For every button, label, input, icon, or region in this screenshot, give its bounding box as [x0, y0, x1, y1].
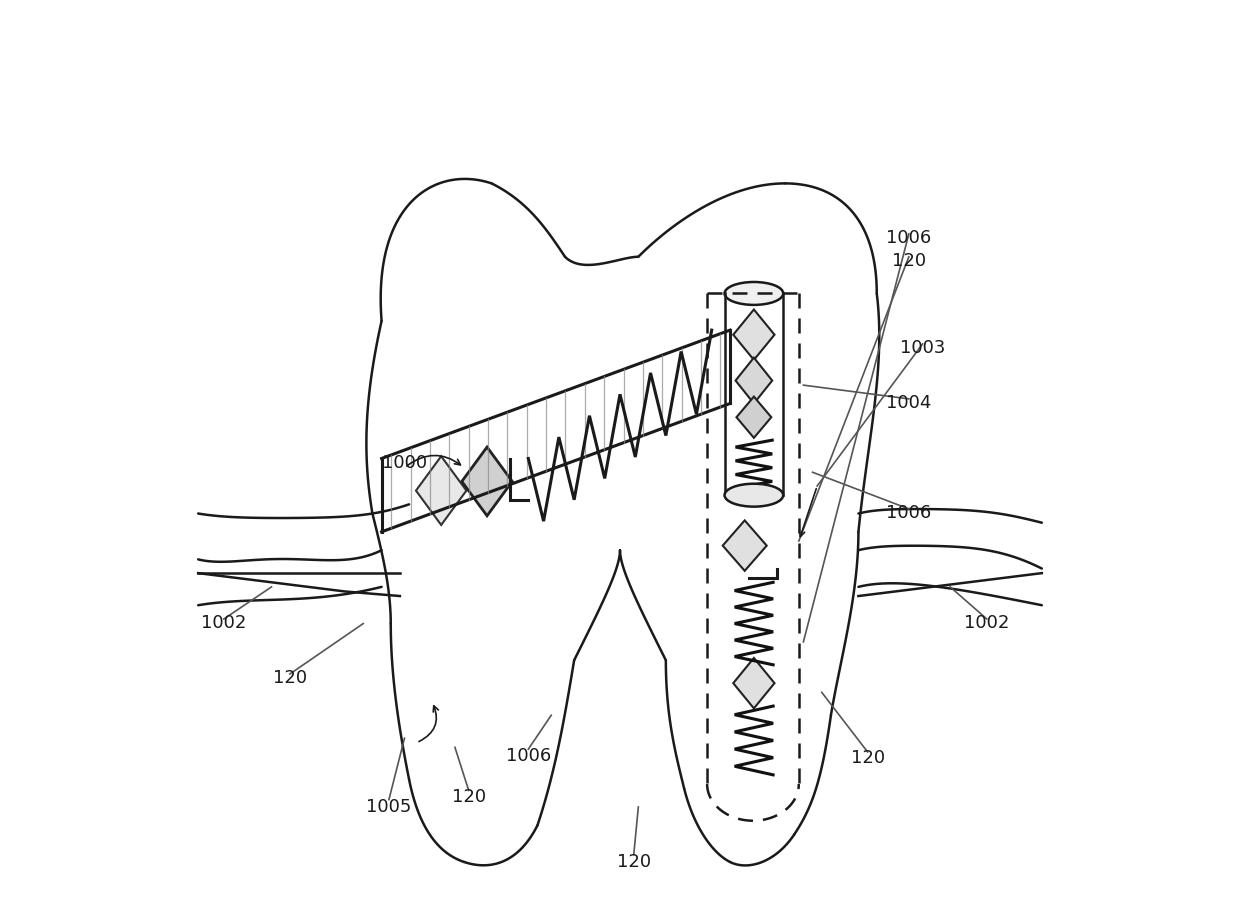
Text: 1000: 1000 — [382, 454, 427, 471]
Text: 120: 120 — [273, 669, 308, 687]
Text: 1006: 1006 — [506, 747, 551, 765]
Polygon shape — [733, 310, 775, 359]
Text: 1002: 1002 — [965, 614, 1009, 632]
Text: 120: 120 — [451, 789, 486, 806]
Text: 1003: 1003 — [900, 339, 945, 357]
Text: 1002: 1002 — [201, 614, 247, 632]
Polygon shape — [733, 658, 775, 708]
Text: 120: 120 — [616, 853, 651, 870]
Text: 1006: 1006 — [887, 504, 931, 522]
Text: 1005: 1005 — [366, 798, 412, 815]
Polygon shape — [461, 447, 512, 515]
Polygon shape — [737, 397, 771, 438]
Ellipse shape — [724, 282, 784, 304]
Ellipse shape — [724, 484, 784, 506]
Text: 120: 120 — [851, 749, 884, 767]
Text: 1004: 1004 — [887, 394, 931, 412]
Polygon shape — [735, 358, 773, 403]
Polygon shape — [415, 456, 466, 525]
Text: 1006: 1006 — [887, 229, 931, 247]
Text: 120: 120 — [892, 252, 926, 270]
Polygon shape — [723, 520, 766, 570]
